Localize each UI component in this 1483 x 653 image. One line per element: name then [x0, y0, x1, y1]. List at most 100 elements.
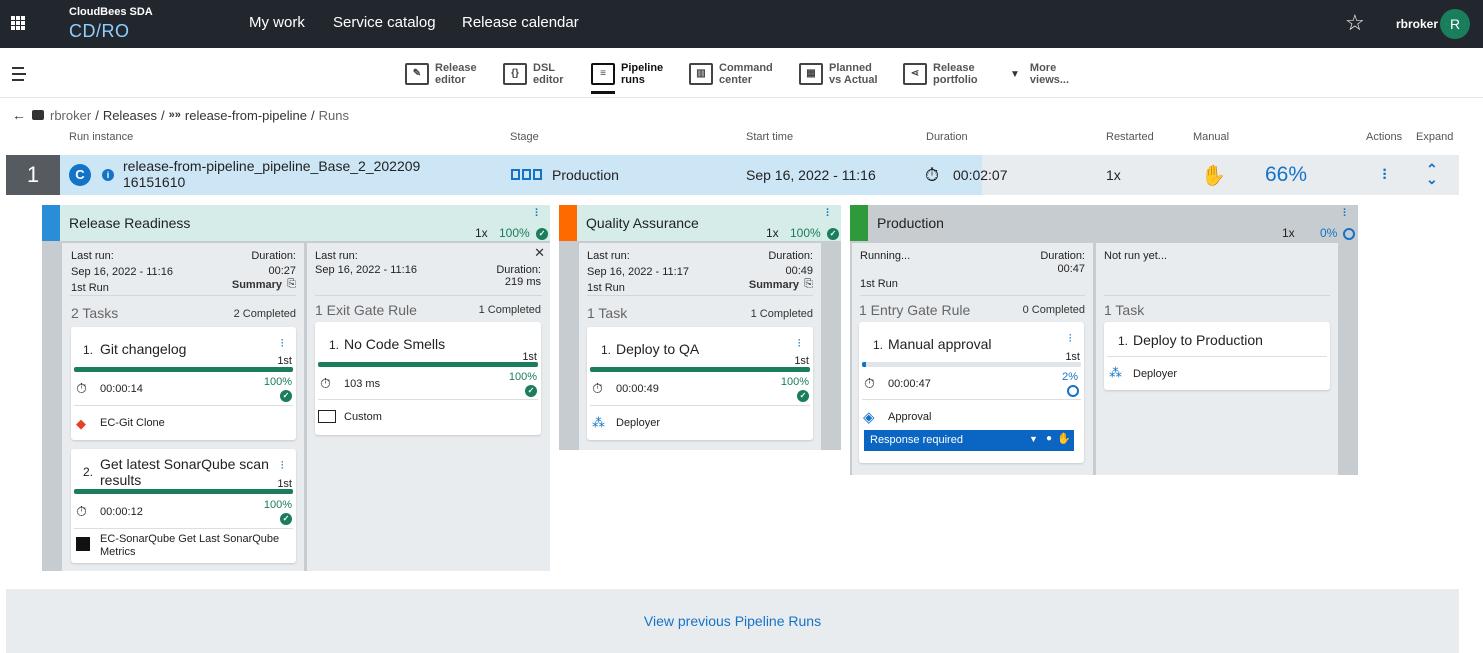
nav-my-work[interactable]: My work	[249, 14, 305, 31]
summary-icon[interactable]: ⎘	[804, 278, 813, 290]
avatar[interactable]: R	[1440, 9, 1470, 39]
gate-section: 1 Exit Gate Rule	[315, 302, 417, 318]
favorites-star-icon[interactable]: ☆	[1345, 10, 1365, 35]
gate-rule-card[interactable]: 1. Manual approval · · · 1st ⏱ 00:00:47 2%…	[859, 322, 1084, 463]
user-name[interactable]: rbroker	[1396, 17, 1439, 31]
command-center-icon: ▥	[689, 63, 713, 85]
view-release-editor[interactable]: ✎ Release editor	[405, 59, 477, 89]
view-command-center[interactable]: ▥ Command center	[689, 59, 773, 89]
breadcrumb-releases[interactable]: Releases	[102, 107, 158, 123]
portfolio-icon: ⋖	[903, 63, 927, 85]
task-title[interactable]: Deploy to QA	[616, 341, 700, 357]
task-progress-bar	[74, 489, 293, 494]
tasks-column: Last run: Sep 16, 2022 - 11:17 1st Run D…	[579, 243, 821, 450]
task-card[interactable]: 1. Git changelog · · · 1st ⏱ 00:00:14 100%…	[71, 327, 296, 440]
stopwatch-icon: ⏱	[864, 375, 875, 391]
task-progress-bar	[74, 367, 293, 372]
planned-actual-icon: ▦	[799, 63, 823, 85]
manual-hand-icon[interactable]: ✋	[1201, 165, 1226, 187]
tasks-section: 1 Task	[587, 305, 628, 321]
nav-release-calendar[interactable]: Release calendar	[462, 14, 579, 31]
view-dsl-editor[interactable]: {} DSL editor	[503, 59, 564, 89]
task-kebab-icon[interactable]: · · ·	[798, 335, 801, 351]
view-pipeline-runs[interactable]: ≡ Pipeline runs	[591, 59, 663, 94]
app-switcher-icon[interactable]	[11, 16, 25, 30]
stages-icon	[511, 169, 542, 180]
task-title[interactable]: Get latest SonarQube scan results	[100, 456, 269, 488]
summary-icon[interactable]: ⎘	[287, 278, 296, 290]
check-icon: ✓	[827, 228, 839, 240]
breadcrumb-project[interactable]: rbroker	[50, 107, 92, 123]
view-more-views[interactable]: ▼ More views...	[1010, 62, 1070, 86]
tasks-column: Last run: Sep 16, 2022 - 11:16 1st Run D…	[62, 243, 304, 571]
nav-service-catalog[interactable]: Service catalog	[333, 14, 436, 31]
task-card[interactable]: 1. Deploy to Production ⁂ Deployer	[1104, 322, 1330, 390]
briefcase-icon	[32, 110, 44, 120]
run-start-time: Sep 16, 2022 - 11:16	[746, 167, 876, 183]
column-duration: Duration	[926, 131, 968, 143]
info-icon[interactable]: i	[102, 169, 114, 181]
back-arrow-icon[interactable]: ←	[12, 107, 26, 123]
run-in-progress-icon: C	[69, 164, 91, 186]
task-kebab-icon[interactable]: · · ·	[1069, 330, 1072, 346]
task-kebab-icon[interactable]: · · ·	[281, 335, 284, 351]
stage-percent: 100%	[499, 226, 530, 240]
stage-kebab-icon[interactable]: · · ·	[826, 204, 830, 222]
stage-restarts: 1x	[1282, 226, 1295, 240]
custom-icon	[318, 410, 336, 423]
stage-production: Production · · · 1x 0% Running... 1st Run …	[850, 205, 1358, 475]
breadcrumb-release[interactable]: release-from-pipeline	[184, 107, 308, 123]
stage-release-readiness: Release Readiness · · · 1x 100% ✓ Last run…	[42, 205, 550, 571]
hand-icon: ✋	[1057, 433, 1071, 445]
sidebar-toggle-icon[interactable]	[12, 67, 30, 81]
stage-header: Quality Assurance · · · 1x 100% ✓	[559, 205, 841, 241]
stage-header: Production · · · 1x 0%	[850, 205, 1358, 241]
run-row[interactable]: 1 C i release-from-pipeline_pipeline_Bas…	[6, 155, 1459, 195]
git-icon: ◆	[76, 416, 86, 431]
run-number: 1	[6, 155, 60, 195]
task-card[interactable]: 2. Get latest SonarQube scan results · · ·…	[71, 449, 296, 563]
gate-rule-card[interactable]: 1. No Code Smells 1st ⏱ 103 ms 100% ✓ Cu…	[315, 322, 541, 435]
stage-title[interactable]: Production	[877, 215, 944, 231]
stage-title[interactable]: Release Readiness	[69, 215, 191, 231]
gate-rule-title[interactable]: No Code Smells	[344, 336, 446, 352]
brand-subtitle: CloudBees SDA	[69, 6, 153, 18]
run-highlight	[60, 155, 982, 195]
in-progress-icon	[1067, 385, 1079, 397]
check-icon: ✓	[536, 228, 548, 240]
sonarqube-icon	[76, 537, 90, 551]
summary-link[interactable]: Summary	[231, 279, 282, 291]
braces-icon: {}	[503, 63, 527, 85]
column-run-instance: Run instance	[69, 131, 134, 143]
stopwatch-icon: ⏱	[592, 380, 603, 396]
stage-kebab-icon[interactable]: · · ·	[535, 204, 539, 222]
task-card[interactable]: 1. Deploy to QA · · · 1st ⏱ 00:00:49 100% …	[587, 327, 813, 440]
check-icon: ✓	[525, 385, 537, 397]
view-planned-vs-actual[interactable]: ▦ Planned vs Actual	[799, 59, 878, 89]
tasks-section: 1 Task	[1104, 302, 1145, 318]
close-icon[interactable]: ✕	[534, 245, 545, 260]
task-kebab-icon[interactable]: · · ·	[281, 457, 284, 473]
response-required-dropdown[interactable]: Response required ▼ ● ✋	[864, 430, 1074, 451]
user-icon: ●	[1046, 433, 1053, 444]
stage-title[interactable]: Quality Assurance	[586, 215, 699, 231]
breadcrumb-current: Runs	[318, 107, 349, 123]
tasks-column: Not run yet... 1 Task 1. Deploy to Produ…	[1096, 243, 1338, 475]
top-bar: CloudBees SDA CD/RO My work Service cata…	[0, 0, 1483, 48]
view-previous-runs-link[interactable]: View previous Pipeline Runs	[6, 589, 1459, 653]
run-actions-kebab-icon[interactable]: · · ·	[1382, 162, 1388, 187]
task-title[interactable]: Deploy to Production	[1133, 332, 1263, 348]
gate-rule-title[interactable]: Manual approval	[888, 336, 992, 352]
task-progress-bar	[318, 362, 538, 367]
summary-link[interactable]: Summary	[748, 279, 799, 291]
brand-title[interactable]: CD/RO	[69, 21, 130, 41]
approval-icon: ◈	[863, 409, 875, 426]
task-title[interactable]: Git changelog	[100, 341, 187, 357]
stage-restarts: 1x	[766, 226, 779, 240]
check-icon: ✓	[280, 513, 292, 525]
column-start-time: Start time	[746, 131, 794, 143]
run-name[interactable]: release-from-pipeline_pipeline_Base_2_20…	[123, 158, 421, 190]
view-release-portfolio[interactable]: ⋖ Release portfolio	[903, 59, 978, 89]
collapse-icon[interactable]: ⌃ ⌄	[1426, 161, 1438, 187]
stage-kebab-icon[interactable]: · · ·	[1343, 204, 1347, 222]
